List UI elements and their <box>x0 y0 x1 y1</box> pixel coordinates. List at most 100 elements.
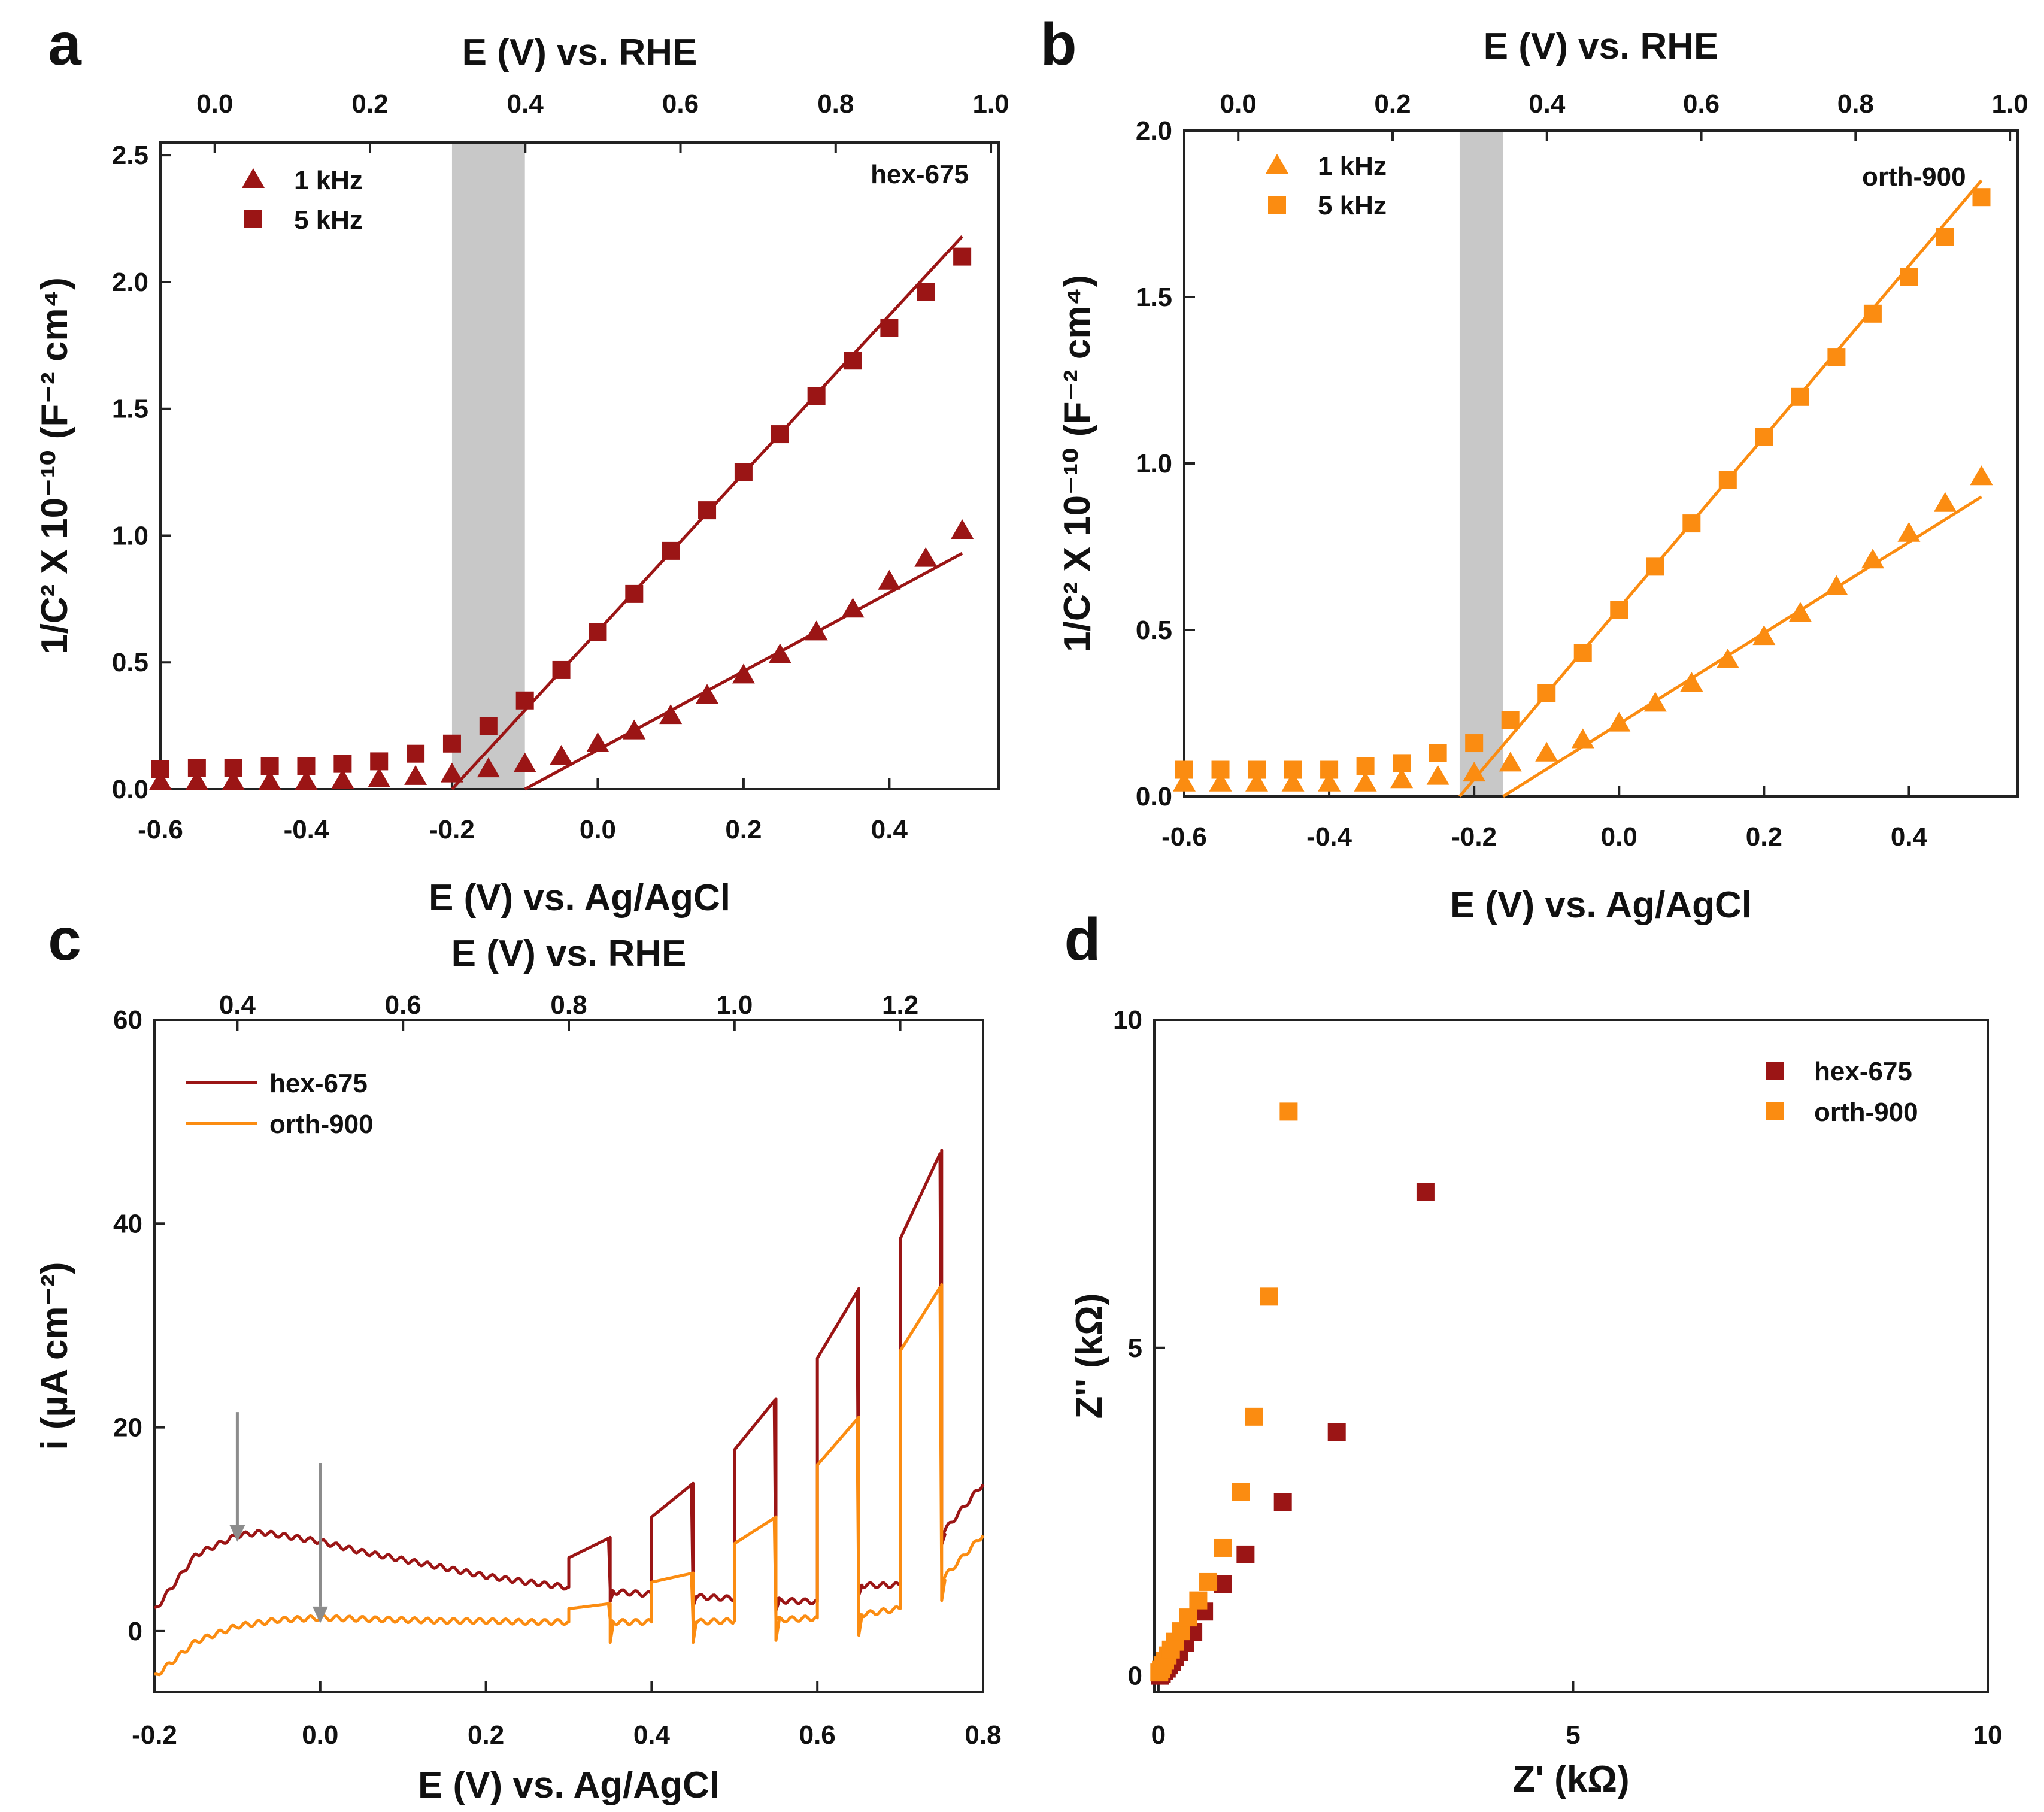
data-point <box>1537 684 1556 702</box>
top-x-tick-label: 0.4 <box>507 89 544 119</box>
data-point <box>1390 768 1414 789</box>
data-point <box>771 425 789 444</box>
x-tick-label: 0.6 <box>799 1720 836 1750</box>
data-point <box>696 684 719 704</box>
y-tick-label: 0 <box>1128 1662 1142 1691</box>
data-point <box>1279 1102 1298 1121</box>
axes-d: 0 5 10 0 5 10 Z' (kΩ) Z'' (kΩ) <box>1069 1005 2002 1800</box>
data-point <box>586 732 609 752</box>
legend: hex-675 orth-900 <box>186 1069 374 1139</box>
data-point <box>149 770 172 790</box>
data-point <box>1281 771 1305 792</box>
panel-label-d: d <box>1064 906 1100 973</box>
legend-marker <box>242 168 265 188</box>
x-tick-label: 0.2 <box>468 1720 504 1750</box>
data-point <box>1189 1591 1208 1610</box>
top-x-tick-label: 1.0 <box>716 990 753 1020</box>
panel-a: a -0.6 -0.4 -0.2 0.0 0.2 0.4 0.0 0.5 1.0 1.5 2.0 2.5… <box>34 11 1009 919</box>
legend-marker <box>1266 154 1288 174</box>
data-point <box>953 247 972 266</box>
top-x-tick-label: 0.0 <box>196 89 233 119</box>
data-point <box>368 768 391 788</box>
x-tick-label: -0.4 <box>284 815 329 844</box>
data-point <box>550 744 573 765</box>
top-x-tick-label: 0.6 <box>385 990 421 1020</box>
y-tick-label: 60 <box>113 1005 142 1035</box>
y-tick-label: 40 <box>113 1209 142 1238</box>
legend-marker <box>244 210 262 228</box>
y-tick-label: 0.5 <box>112 648 148 677</box>
data-point <box>187 759 206 777</box>
legend-label: hex-675 <box>1814 1057 1912 1086</box>
legend: hex-675 orth-900 <box>1766 1057 1918 1127</box>
data-point <box>1245 1407 1263 1426</box>
x-tick-label: -0.6 <box>138 815 183 844</box>
legend: 1 kHz 5 kHz <box>242 166 363 235</box>
series-5-kHz <box>151 247 972 778</box>
data-point <box>1465 734 1484 753</box>
panel-b: b -0.6 -0.4 -0.2 0.0 0.2 0.4 0.0 0.5 1.0 1.5 2.0 E (… <box>1040 11 2028 926</box>
x-tick-label: 0.0 <box>1601 822 1637 852</box>
x-tick-label: -0.2 <box>132 1720 177 1750</box>
top-x-tick-label: 0.6 <box>1683 89 1719 119</box>
data-point <box>1680 671 1703 692</box>
top-x-tick-label: 1.0 <box>1992 89 2028 119</box>
x-tick-label: -0.6 <box>1161 822 1207 852</box>
y-axis-title: Z'' (kΩ) <box>1069 1293 1110 1419</box>
panel-d: d 0 5 10 0 5 10 Z' (kΩ) Z'' (kΩ) hex-675 orth-900 <box>1064 906 2002 1800</box>
data-point <box>1245 771 1269 792</box>
x-tick-label: 0 <box>1151 1720 1166 1750</box>
data-point <box>297 757 316 775</box>
x-axis-title: Z' (kΩ) <box>1512 1759 1629 1800</box>
data-point <box>732 663 755 684</box>
data-point <box>1284 760 1302 779</box>
data-point <box>442 734 461 753</box>
data-point <box>407 744 425 763</box>
series-5-kHz <box>1175 188 1991 779</box>
arrow-icon <box>229 1412 245 1542</box>
data-point <box>185 770 208 790</box>
sample-annotation: hex-675 <box>871 160 969 189</box>
data-point <box>1827 348 1846 366</box>
data-point <box>1752 625 1776 646</box>
data-point <box>589 623 607 641</box>
data-point <box>224 759 242 777</box>
y-tick-label: 20 <box>113 1413 142 1443</box>
data-point <box>1354 771 1377 792</box>
data-point <box>1716 649 1739 669</box>
x-tick-label: -0.2 <box>429 815 475 844</box>
data-point <box>1863 304 1882 323</box>
data-point <box>1463 762 1486 782</box>
flatband-shaded-region <box>451 143 525 789</box>
data-point <box>914 547 938 567</box>
top-x-tick-label: 0.4 <box>219 990 256 1020</box>
top-x-tick-label: 1.0 <box>972 89 1009 119</box>
data-point <box>295 770 318 790</box>
data-point <box>1416 1183 1435 1201</box>
data-point <box>1232 1483 1250 1501</box>
data-point <box>479 717 498 735</box>
data-point <box>1260 1287 1278 1306</box>
data-point <box>625 584 644 603</box>
y-tick-label: 0.5 <box>1136 616 1172 645</box>
flatband-shaded-region <box>1459 131 1503 796</box>
data-point <box>1972 188 1991 207</box>
axes-a: -0.6 -0.4 -0.2 0.0 0.2 0.4 0.0 0.5 1.0 1.5 2.0 2.5 E… <box>34 32 1009 919</box>
x-tick-label: 0.2 <box>1746 822 1782 852</box>
data-point <box>1211 760 1230 779</box>
top-x-tick-label: 0.6 <box>662 89 699 119</box>
data-point <box>1788 602 1812 622</box>
panel-label-c: c <box>48 906 81 973</box>
data-point <box>1933 492 1957 512</box>
arrow-icon <box>312 1463 328 1623</box>
y-tick-label: 2.0 <box>1136 116 1172 146</box>
panel-c: c -0.2 0.0 0.2 0.4 0.6 0.8 0 20 40 60 E (V) vs. Ag/… <box>34 906 1002 1806</box>
plot-area-d <box>1150 1102 1435 1685</box>
y-tick-label: 1.0 <box>112 521 148 550</box>
top-x-tick-label: 0.4 <box>1529 89 1566 119</box>
data-point <box>1320 760 1339 779</box>
data-point <box>1499 752 1522 772</box>
data-point <box>1426 765 1449 785</box>
top-x-tick-label: 0.2 <box>1374 89 1411 119</box>
data-point <box>880 319 899 337</box>
